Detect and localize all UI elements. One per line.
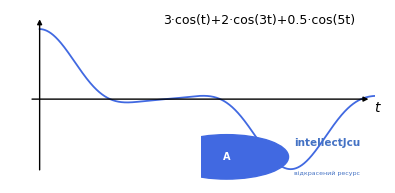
- Text: intellectJcu: intellectJcu: [294, 138, 361, 148]
- Text: t: t: [374, 101, 380, 115]
- Circle shape: [165, 135, 288, 179]
- Text: 3·cos(t)+2·cos(3t)+0.5·cos(5t): 3·cos(t)+2·cos(3t)+0.5·cos(5t): [164, 14, 356, 27]
- Text: A: A: [223, 152, 230, 162]
- Text: відкрасений ресурс: відкрасений ресурс: [294, 171, 360, 176]
